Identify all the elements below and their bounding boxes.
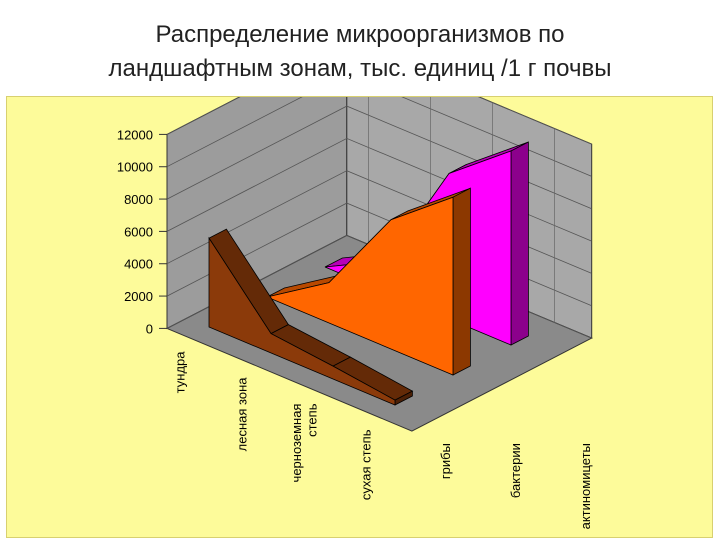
area-end-cap: [452, 187, 471, 376]
chart-panel: 0 2000 4000 6000 8000 10000 12000 тундра лесная…: [6, 96, 713, 538]
gridline: [166, 97, 592, 145]
y-axis-ticks: 0 2000 4000 6000 8000 10000 12000: [117, 127, 167, 336]
y-tick-label: 6000: [124, 224, 153, 239]
series-label: грибы: [438, 443, 453, 479]
category-label: лесная зона: [235, 377, 250, 452]
slide-title: Распределение микроорганизмов по ландшаф…: [0, 18, 720, 86]
series-бактерии: [265, 187, 471, 376]
y-tick-label: 8000: [124, 192, 153, 207]
y-tick-label: 0: [146, 321, 153, 336]
category-label: сухая степь: [359, 429, 374, 500]
series-label: актиномицеты: [578, 443, 593, 529]
gridline: [166, 97, 592, 177]
area-end-cap: [510, 141, 529, 346]
title-line-1: Распределение микроорганизмов по: [155, 21, 565, 48]
series-грибы: [208, 228, 414, 406]
y-tick-label: 2000: [124, 289, 153, 304]
category-label: черноземнаястепь: [289, 403, 320, 482]
y-tick-label: 10000: [117, 160, 153, 175]
chart-3d-area: 0 2000 4000 6000 8000 10000 12000 тундра лесная…: [117, 97, 593, 530]
y-tick-label: 12000: [117, 127, 153, 142]
category-label: тундра: [173, 351, 188, 394]
title-line-2: ландшафтным зонам, тыс. единиц /1 г почв…: [108, 55, 612, 82]
series-layers: [208, 141, 529, 406]
x-axis-ticks: тундра лесная зона черноземнаястепь сухая с…: [173, 351, 593, 530]
series-label: бактерии: [508, 443, 523, 498]
area-front-face: [208, 236, 396, 406]
y-tick-label: 4000: [124, 257, 153, 272]
area-front-face: [265, 196, 454, 376]
